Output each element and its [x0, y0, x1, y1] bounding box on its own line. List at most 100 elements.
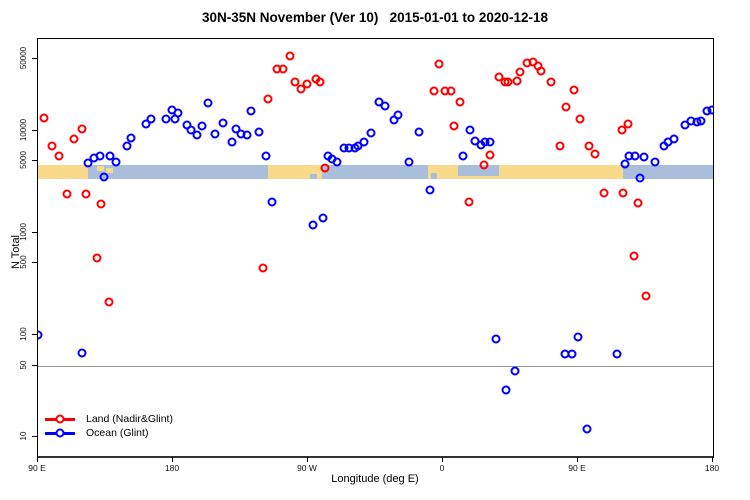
x-axis-tick — [37, 457, 38, 462]
ocean-data-point — [146, 114, 155, 124]
land-data-point — [263, 94, 272, 104]
x-axis-tick — [577, 457, 578, 462]
ocean-data-point — [366, 128, 376, 138]
land-data-point — [278, 64, 287, 74]
legend-item-land: Land (Nadir&Glint) — [45, 412, 173, 426]
ocean-data-point — [210, 129, 220, 139]
ocean-data-point — [95, 151, 104, 161]
land-data-point — [617, 125, 626, 135]
y-axis-tick — [32, 262, 37, 264]
ocean-data-point — [380, 101, 389, 111]
land-data-point — [54, 151, 64, 161]
land-data-point — [47, 141, 56, 151]
ocean-data-point — [161, 114, 170, 124]
ocean-data-point — [99, 172, 109, 182]
ocean-data-point — [203, 98, 212, 108]
land-data-point — [81, 189, 91, 199]
ocean-data-point — [261, 151, 271, 161]
x-axis-tick — [712, 457, 713, 462]
band-segment-ocean — [87, 165, 269, 179]
ocean-data-point — [567, 349, 577, 359]
land-data-point — [512, 76, 521, 86]
ocean-data-point — [308, 220, 317, 230]
chart-title: 30N-35N November (Ver 10) 2015-01-01 to … — [202, 10, 548, 25]
land-data-point — [569, 85, 578, 95]
band-segment-ocean — [623, 165, 713, 179]
land-data-point — [584, 141, 593, 151]
land-data-point — [479, 160, 488, 170]
land-data-point — [315, 77, 325, 87]
land-data-point — [494, 72, 503, 82]
ocean-data-point — [491, 334, 500, 344]
x-axis-tick — [172, 457, 173, 462]
y-axis-tick — [32, 129, 37, 131]
ocean-data-point — [111, 157, 121, 167]
band-segment-land — [38, 165, 88, 179]
land-data-point — [290, 77, 299, 87]
ocean-data-point — [77, 348, 86, 358]
land-data-point — [302, 79, 311, 89]
land-data-point — [258, 263, 268, 273]
x-axis-tick-label: 90 W — [297, 463, 317, 473]
band-detail-ocean — [458, 165, 499, 176]
ocean-data-point — [173, 108, 182, 118]
land-data-point — [39, 113, 49, 123]
land-data-point — [618, 188, 628, 198]
land-data-point — [623, 119, 632, 129]
x-axis-tick-label: 180 — [704, 463, 720, 473]
ocean-data-point — [425, 185, 434, 195]
x-axis-label: Longitude (deg E) — [331, 473, 419, 485]
land-data-point — [515, 67, 524, 77]
ocean-data-point — [267, 197, 277, 207]
band-segment-ocean — [321, 165, 428, 179]
band-detail-land — [106, 168, 113, 173]
ocean-data-point — [465, 125, 475, 135]
land-data-point — [69, 134, 79, 144]
ocean-data-point — [635, 173, 644, 183]
ocean-data-point — [620, 159, 629, 169]
band-segment-land — [268, 165, 322, 179]
land-data-point — [546, 77, 556, 87]
reference-line — [38, 366, 713, 367]
x-axis-tick-label: 90 E — [568, 463, 586, 473]
x-axis-tick — [307, 457, 308, 462]
land-data-point — [285, 51, 295, 61]
land-data-point — [446, 86, 455, 96]
land-data-point — [599, 188, 608, 198]
ocean-data-point — [630, 151, 640, 161]
ocean-data-point — [218, 118, 227, 128]
plot-box — [37, 38, 714, 458]
land-data-point — [536, 66, 545, 76]
ocean-data-point — [573, 332, 583, 342]
y-axis-tick-label: 50000 — [19, 47, 28, 70]
y-axis-tick — [32, 58, 37, 60]
land-data-point — [561, 102, 571, 112]
land-data-point — [62, 189, 71, 199]
ocean-data-point — [227, 137, 236, 147]
y-axis-tick-label: 10000 — [19, 118, 28, 141]
band-detail-ocean — [309, 174, 317, 179]
band-detail-land — [96, 166, 104, 171]
ocean-data-point — [318, 213, 328, 223]
x-axis-tick-label: 180 — [164, 463, 180, 473]
y-axis-tick — [32, 160, 37, 162]
x-axis-tick — [442, 457, 443, 462]
x-axis-tick-label: 90 E — [28, 463, 46, 473]
land-data-point — [590, 149, 599, 159]
land-data-point — [434, 59, 443, 69]
ocean-data-point — [582, 424, 592, 434]
ocean-data-point — [707, 105, 713, 115]
y-axis-tick — [32, 364, 37, 366]
legend-circle-ocean — [55, 428, 65, 438]
ocean-data-point — [612, 349, 622, 359]
land-data-point — [485, 150, 494, 160]
ocean-data-point — [639, 152, 649, 162]
land-data-point — [629, 251, 638, 261]
ocean-data-point — [126, 133, 136, 143]
x-axis-tick-label: 0 — [439, 463, 445, 473]
legend-label-land: Land (Nadir&Glint) — [86, 413, 173, 425]
ocean-data-point — [353, 141, 362, 151]
ocean-data-point — [501, 385, 511, 395]
legend-item-ocean: Ocean (Glint) — [45, 426, 173, 440]
ocean-data-point — [246, 106, 256, 116]
